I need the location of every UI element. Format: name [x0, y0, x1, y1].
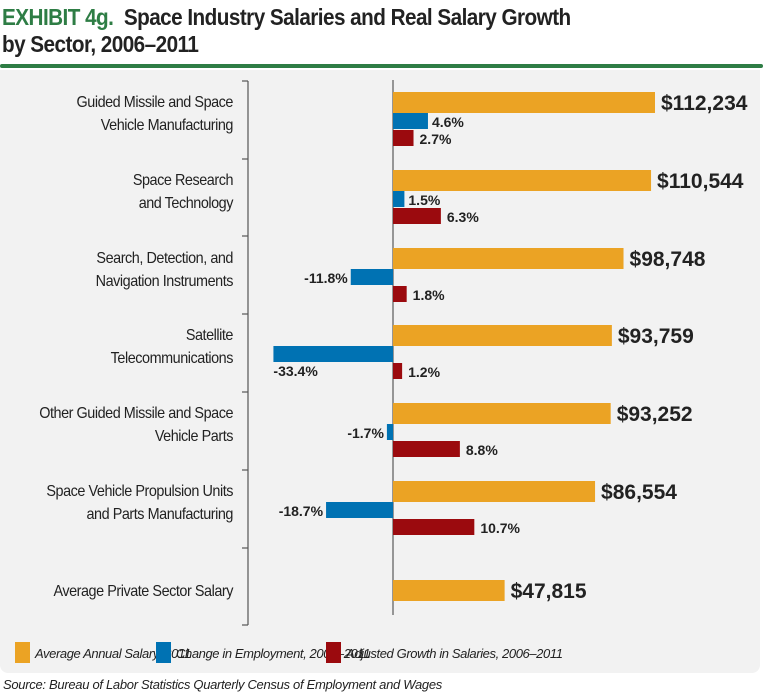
- growth-label: 1.8%: [413, 287, 445, 303]
- employment-bar: [386, 424, 393, 440]
- growth-label: 6.3%: [447, 209, 479, 225]
- employment-label: -11.8%: [304, 270, 348, 286]
- title-line2: by Sector, 2006–2011: [2, 31, 199, 57]
- salary-bar: [393, 403, 611, 424]
- salary-label: $93,759: [618, 325, 694, 348]
- salary-bar: [393, 170, 652, 191]
- title-rule: [0, 64, 763, 68]
- source-note: Source: Bureau of Labor Statistics Quart…: [3, 677, 442, 692]
- salary-label: $93,252: [617, 403, 693, 426]
- chart-title: EXHIBIT 4g. Space Industry Salaries and …: [2, 4, 758, 58]
- salary-bar: [393, 92, 655, 113]
- growth-label: 2.7%: [420, 131, 452, 147]
- category-label: Vehicle Parts: [155, 427, 234, 445]
- salary-bar: [393, 325, 612, 346]
- employment-bar: [393, 113, 428, 129]
- employment-bar: [393, 191, 405, 207]
- growth-label: 10.7%: [480, 520, 520, 536]
- growth-bar: [393, 286, 407, 302]
- salary-label: $110,544: [657, 170, 744, 193]
- growth-bar: [393, 208, 441, 224]
- category-label: Other Guided Missile and Space: [39, 404, 233, 422]
- legend-label: Average Annual Salary, 2011: [34, 646, 191, 661]
- salary-label: $98,748: [630, 248, 706, 271]
- growth-bar: [393, 519, 475, 535]
- category-label: Telecommunications: [111, 349, 234, 367]
- employment-label: -33.4%: [273, 363, 318, 379]
- employment-bar: [273, 346, 393, 362]
- category-label: Guided Missile and Space: [77, 93, 233, 111]
- employment-bar: [350, 269, 393, 285]
- category-label: and Parts Manufacturing: [86, 505, 233, 523]
- category-label: and Technology: [139, 194, 234, 212]
- legend-swatch: [326, 642, 341, 663]
- category-label: Average Private Sector Salary: [53, 582, 233, 600]
- salary-label: $47,815: [511, 580, 587, 603]
- salary-bar: [393, 248, 624, 269]
- category-label: Space Research: [133, 171, 233, 189]
- title-line1: Space Industry Salaries and Real Salary …: [123, 4, 571, 30]
- salary-label: $86,554: [601, 481, 677, 504]
- growth-bar: [393, 363, 403, 379]
- salary-label: $112,234: [661, 92, 748, 115]
- salary-bar: [393, 481, 596, 502]
- category-label: Satellite: [186, 326, 233, 344]
- growth-label: 8.8%: [466, 442, 498, 458]
- exhibit-label: EXHIBIT 4g.: [2, 4, 114, 30]
- growth-label: 1.2%: [408, 364, 440, 380]
- growth-bar: [393, 130, 414, 146]
- category-label: Vehicle Manufacturing: [101, 116, 233, 134]
- category-label: Search, Detection, and: [96, 249, 233, 267]
- employment-label: 1.5%: [408, 192, 440, 208]
- category-label: Space Vehicle Propulsion Units: [46, 482, 233, 500]
- employment-label: 4.6%: [432, 114, 464, 130]
- employment-bar: [326, 502, 393, 518]
- employment-label: -18.7%: [279, 503, 324, 519]
- category-label: Navigation Instruments: [96, 272, 234, 290]
- growth-bar: [393, 441, 460, 457]
- employment-label: -1.7%: [347, 425, 384, 441]
- salary-bar: [393, 580, 505, 601]
- legend-swatch: [15, 642, 30, 663]
- legend-label: Change in Employment, 2006–2011: [176, 646, 370, 661]
- legend-swatch: [156, 642, 171, 663]
- legend-label: Adjusted Growth in Salaries, 2006–2011: [345, 646, 563, 661]
